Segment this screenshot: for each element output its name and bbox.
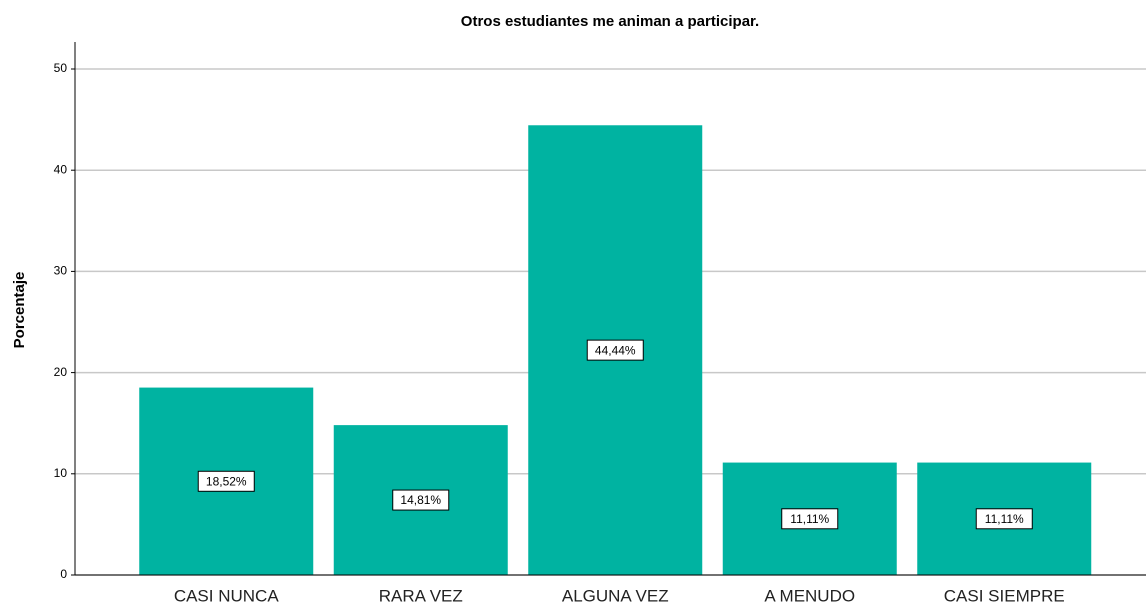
chart-title: Otros estudiantes me animan a participar… — [461, 13, 759, 30]
label-box — [197, 470, 255, 492]
label-box — [781, 508, 839, 530]
y-tick-label: 30 — [54, 264, 68, 278]
x-tick-label: CASI NUNCA — [174, 586, 280, 605]
y-tick-label: 10 — [54, 466, 68, 480]
y-tick-label: 50 — [54, 61, 68, 75]
value-label: 14,81% — [400, 493, 441, 507]
label-box — [392, 489, 450, 511]
y-tick-label: 40 — [54, 162, 68, 176]
y-axis-label: Porcentaje — [11, 272, 28, 349]
label-box — [586, 339, 644, 361]
value-label: 11,11% — [985, 512, 1024, 526]
label-box — [975, 508, 1033, 530]
x-tick-label: CASI SIEMPRE — [944, 586, 1065, 605]
y-tick-label: 20 — [54, 365, 68, 379]
x-tick-label: A MENUDO — [764, 586, 855, 605]
y-tick-label: 0 — [60, 567, 67, 581]
value-label: 11,11% — [790, 512, 829, 526]
value-label: 18,52% — [206, 474, 247, 488]
x-tick-label: ALGUNA VEZ — [562, 586, 669, 605]
x-tick-label: RARA VEZ — [379, 586, 463, 605]
value-label: 44,44% — [595, 343, 636, 357]
